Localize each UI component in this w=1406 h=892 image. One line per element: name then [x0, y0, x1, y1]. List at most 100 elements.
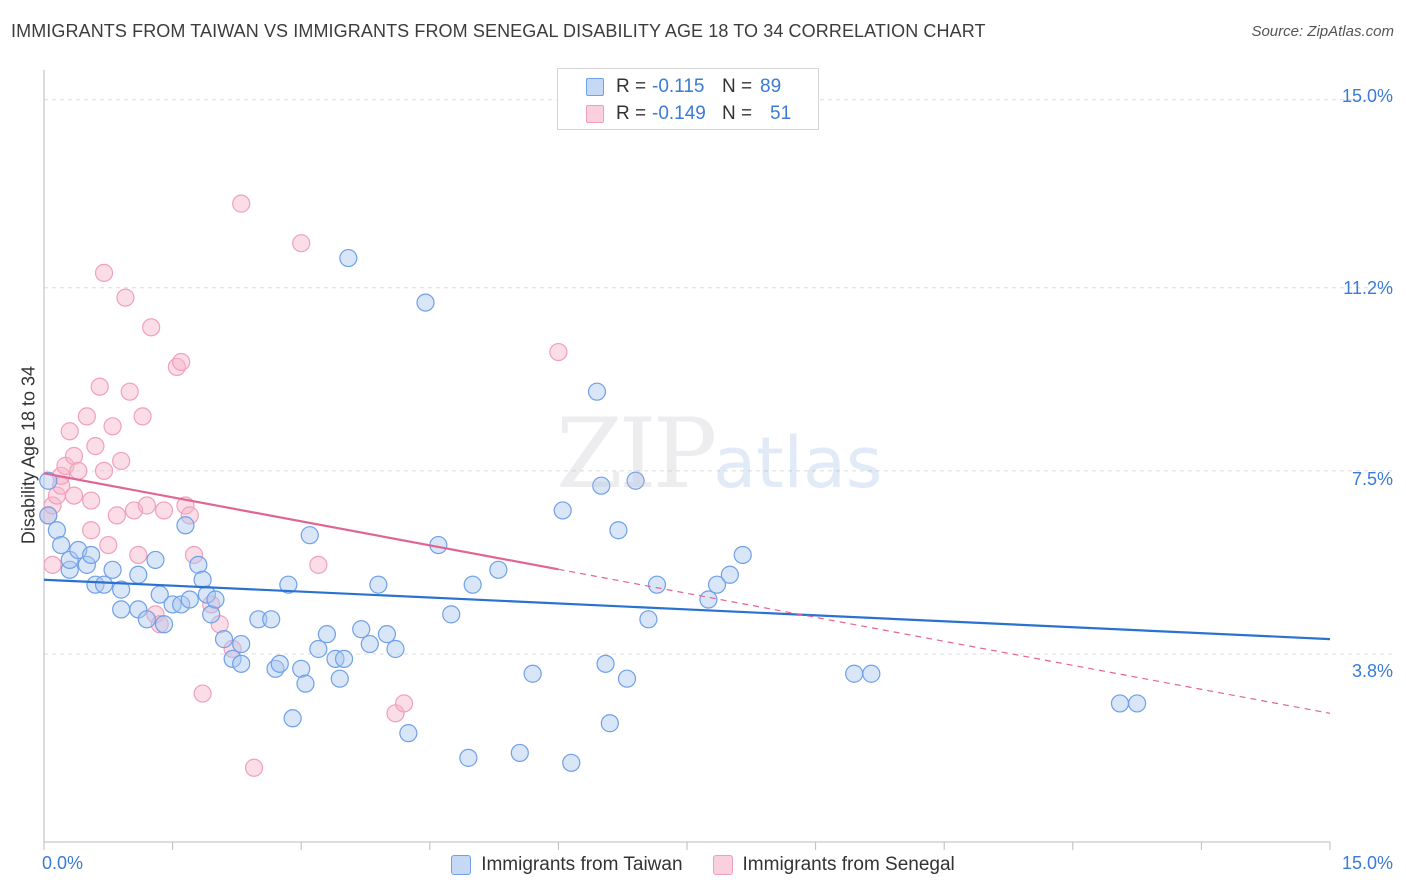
- taiwan-point: [189, 555, 208, 574]
- chart-title: IMMIGRANTS FROM TAIWAN VS IMMIGRANTS FRO…: [11, 21, 986, 41]
- r-value: -0.115: [652, 76, 705, 97]
- x-tick-label-max: 15.0%: [1341, 853, 1393, 873]
- series-legend: Immigrants from Taiwan Immigrants from S…: [0, 852, 1406, 878]
- senegal-point: [99, 535, 118, 555]
- senegal-point: [394, 694, 414, 713]
- senegal-point: [103, 417, 122, 436]
- taiwan-point: [707, 575, 727, 594]
- taiwan-point: [352, 620, 371, 639]
- senegal-point: [82, 491, 101, 510]
- correlation-legend: R = -0.115 N = 89 R = -0.149 N = 51: [557, 68, 819, 130]
- senegal-point: [69, 461, 88, 480]
- senegal-point: [86, 437, 105, 456]
- taiwan-point: [197, 585, 216, 604]
- senegal-point: [82, 521, 101, 540]
- legend-item-senegal[interactable]: Immigrants from Senegal: [712, 854, 955, 876]
- taiwan-point: [733, 545, 752, 565]
- taiwan-point: [523, 664, 542, 683]
- taiwan-point: [180, 590, 199, 609]
- taiwan-point: [77, 555, 96, 574]
- taiwan-point: [112, 580, 131, 599]
- r-label: R =: [616, 76, 647, 97]
- taiwan-point: [262, 610, 281, 629]
- taiwan-point: [60, 560, 79, 579]
- taiwan-point: [232, 634, 251, 654]
- taiwan-point: [553, 501, 572, 520]
- taiwan-point: [845, 664, 864, 683]
- taiwan-point: [562, 753, 581, 772]
- legend-label-taiwan: Immigrants from Taiwan: [481, 854, 683, 875]
- legend-label-senegal: Immigrants from Senegal: [742, 854, 955, 875]
- y-tick-label: 3.8%: [1351, 661, 1393, 681]
- taiwan-point: [154, 615, 174, 634]
- legend-row-taiwan: R = -0.115 N = 89: [558, 73, 781, 101]
- senegal-point: [64, 446, 84, 466]
- taiwan-point: [596, 654, 615, 673]
- taiwan-point: [489, 560, 508, 579]
- watermark-zip: ZIP: [556, 398, 717, 510]
- taiwan-point: [647, 575, 667, 594]
- senegal-point: [120, 382, 139, 401]
- senegal-point: [43, 496, 62, 515]
- taiwan-point: [193, 570, 212, 589]
- taiwan-point: [129, 565, 148, 584]
- taiwan-point: [377, 625, 397, 644]
- taiwan-point: [232, 654, 251, 673]
- n-label: N =: [722, 103, 753, 124]
- senegal-point: [180, 506, 199, 525]
- taiwan-point: [47, 521, 66, 540]
- senegal-point: [90, 377, 109, 396]
- taiwan-point: [52, 535, 71, 555]
- senegal-point: [64, 486, 84, 505]
- taiwan-point: [39, 506, 58, 525]
- taiwan-point: [202, 605, 221, 624]
- taiwan-point: [283, 709, 302, 728]
- taiwan-point: [386, 639, 405, 659]
- senegal-point: [142, 318, 161, 337]
- taiwan-point: [369, 575, 388, 594]
- taiwan-point: [1110, 694, 1130, 713]
- taiwan-point: [146, 550, 165, 570]
- senegal-point: [137, 496, 156, 515]
- y-tick-label: 11.2%: [1343, 278, 1393, 298]
- taiwan-point: [587, 382, 607, 401]
- taiwan-point: [94, 575, 114, 594]
- taiwan-point: [137, 610, 156, 629]
- taiwan-point: [103, 560, 122, 579]
- senegal-point: [154, 501, 174, 520]
- taiwan-point: [112, 600, 131, 619]
- senegal-point: [309, 555, 328, 574]
- taiwan-point: [39, 471, 58, 490]
- senegal-point: [43, 555, 62, 574]
- taiwan-point: [399, 724, 418, 743]
- taiwan-point: [270, 654, 289, 673]
- senegal-point: [60, 422, 79, 441]
- senegal-point: [77, 407, 96, 426]
- x-tick-label-min: 0.0%: [42, 853, 84, 873]
- senegal-point: [94, 461, 114, 480]
- taiwan-point: [176, 516, 195, 535]
- legend-item-taiwan[interactable]: Immigrants from Taiwan: [451, 854, 683, 876]
- senegal-point: [94, 263, 114, 282]
- taiwan-point: [206, 590, 225, 609]
- taiwan-point: [317, 625, 337, 644]
- taiwan-point: [720, 565, 739, 584]
- y-tick-label: 15.0%: [1341, 86, 1393, 106]
- taiwan-point: [223, 649, 242, 668]
- taiwan-swatch: [451, 855, 472, 875]
- taiwan-point: [609, 521, 628, 540]
- y-axis-label: Disability Age 18 to 34: [18, 365, 39, 545]
- taiwan-point: [617, 669, 637, 688]
- taiwan-point: [510, 743, 529, 763]
- taiwan-point: [639, 610, 658, 629]
- r-value: -0.149: [652, 103, 706, 124]
- senegal-point: [232, 194, 251, 213]
- taiwan-point: [309, 639, 328, 659]
- senegal-point: [244, 758, 264, 777]
- n-value: 89: [760, 76, 782, 97]
- taiwan-point: [279, 575, 298, 594]
- taiwan-point: [82, 545, 101, 565]
- taiwan-point: [339, 248, 358, 268]
- taiwan-point: [300, 526, 319, 545]
